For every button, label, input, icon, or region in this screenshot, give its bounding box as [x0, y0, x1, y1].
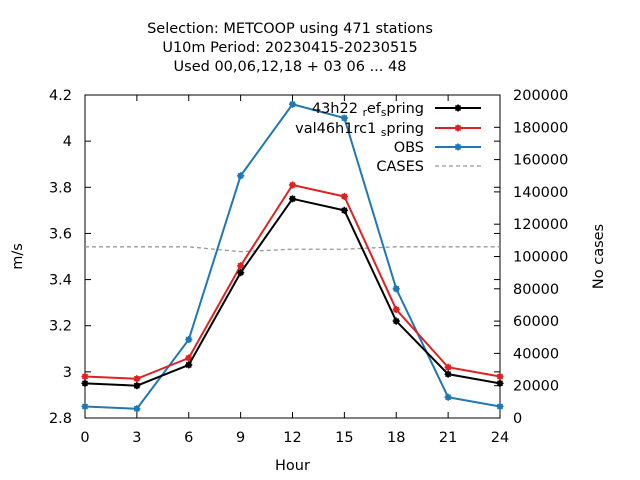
x-tick-label: 9: [236, 430, 245, 446]
data-point-marker: [288, 195, 297, 203]
y-axis-ticks: 2.8 3 3.2 3.4 3.6 3.8 4 4.2: [49, 88, 500, 427]
y2-axis-label: No cases: [591, 224, 607, 289]
y-tick-label: 3: [63, 365, 72, 381]
data-point-marker: [185, 354, 193, 362]
chart-title: Selection: METCOOP using 471 stations U1…: [147, 21, 433, 75]
title-line-2: U10m Period: 20230415-20230515: [162, 40, 417, 56]
y2-tick-label: 160000: [513, 153, 568, 169]
y2-tick-label: 20000: [513, 379, 559, 395]
x-tick-label: 15: [335, 430, 353, 446]
x-axis-ticks: 0 3 6 9 12 15 18 21 24: [80, 95, 509, 446]
y2-tick-label: 120000: [513, 217, 568, 233]
y2-tick-label: 40000: [513, 346, 559, 362]
y2-tick-label: 60000: [513, 314, 559, 330]
x-tick-label: 0: [80, 430, 89, 446]
legend-label: CASES: [376, 159, 424, 175]
data-point-marker: [81, 379, 89, 387]
x-tick-label: 21: [439, 430, 457, 446]
series-line: [85, 246, 500, 253]
x-tick-label: 6: [184, 430, 193, 446]
y-tick-label: 4.2: [49, 88, 72, 104]
y2-tick-label: 80000: [513, 282, 559, 298]
y2-axis-ticks: 0 20000 40000 60000 80000 100000 120000 140000 1…: [494, 88, 568, 427]
data-point-marker: [496, 402, 504, 411]
legend-label: val46h1rc1 spring: [295, 121, 424, 139]
data-point-marker: [496, 372, 504, 381]
data-point-marker: [392, 285, 400, 293]
y2-tick-label: 0: [513, 411, 522, 427]
data-point-marker: [185, 361, 193, 369]
data-point-marker: [340, 206, 348, 214]
series-1: [81, 181, 504, 383]
legend-marker-star: [454, 104, 462, 112]
y-tick-label: 3.6: [49, 226, 72, 242]
y2-tick-label: 140000: [513, 185, 568, 201]
y-tick-label: 4: [63, 134, 72, 150]
data-point-marker: [496, 379, 504, 387]
y-axis-label: m/s: [10, 243, 26, 270]
data-point-marker: [392, 305, 400, 314]
data-point-marker: [81, 372, 89, 381]
legend-label: 43h22 refspring: [312, 101, 424, 119]
y2-tick-label: 200000: [513, 88, 568, 104]
y2-tick-label: 180000: [513, 120, 568, 136]
legend-marker-star: [454, 143, 462, 151]
series-3: [85, 246, 500, 253]
data-point-marker: [237, 262, 245, 270]
title-line-1: Selection: METCOOP using 471 stations: [147, 21, 433, 37]
y-tick-label: 3.2: [49, 319, 72, 335]
plot-area: [84, 94, 501, 419]
series-line: [84, 197, 501, 387]
data-point-marker: [288, 100, 297, 108]
series-line: [84, 183, 501, 380]
title-line-3: Used 00,06,12,18 + 03 06 ... 48: [174, 59, 407, 75]
x-tick-label: 24: [491, 430, 509, 446]
legend-marker-star: [454, 124, 462, 132]
data-point-marker: [133, 382, 141, 390]
plot-frame: [84, 94, 501, 419]
x-tick-label: 3: [132, 430, 141, 446]
data-point-marker: [444, 370, 452, 378]
y-tick-label: 3.4: [49, 273, 72, 289]
data-point-marker: [444, 363, 452, 371]
data-point-marker: [288, 181, 297, 189]
data-point-marker: [340, 114, 348, 122]
data-point-marker: [237, 172, 245, 180]
x-tick-label: 18: [387, 430, 405, 446]
data-point-marker: [237, 269, 245, 277]
series-0: [81, 195, 504, 390]
data-point-marker: [392, 317, 400, 325]
series-layer: [81, 100, 504, 413]
y-tick-label: 3.8: [49, 180, 72, 196]
y2-tick-label: 100000: [513, 250, 568, 266]
legend-label: OBS: [394, 140, 424, 156]
y-tick-label: 2.8: [49, 411, 72, 427]
data-point-marker: [185, 335, 193, 344]
x-axis-label: Hour: [275, 458, 310, 474]
data-point-marker: [133, 375, 141, 383]
data-point-marker: [340, 192, 348, 201]
x-tick-label: 12: [283, 430, 301, 446]
data-point-marker: [444, 393, 452, 401]
data-point-marker: [81, 402, 89, 411]
data-point-marker: [133, 405, 141, 413]
series-2: [81, 100, 504, 413]
